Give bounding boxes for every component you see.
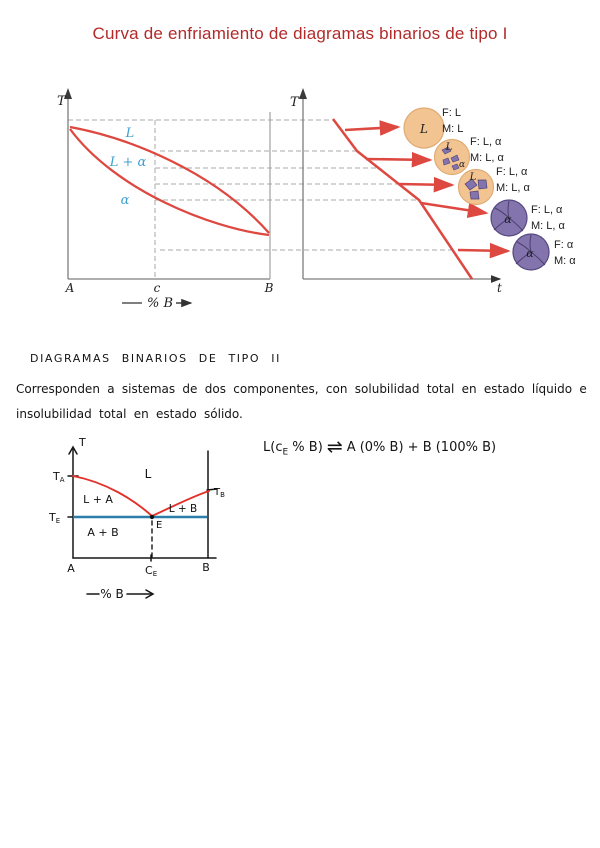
microstructure-stage-1: L F: L M: L (403, 107, 463, 149)
svg-text:M: L, α: M: L, α (470, 152, 505, 164)
svg-text:M: L: M: L (442, 123, 463, 135)
sketch-x-axis-arrow-icon (145, 589, 155, 599)
t-axis-label: T (57, 94, 67, 109)
printed-figure: T L L + α α A c B % B T t (57, 88, 576, 311)
sketch-region-liquid-b: L + B (169, 503, 198, 515)
sketch-x-axis-title: % B (100, 587, 123, 601)
cooling-curve-diagram: T t L F: L M: L (290, 88, 576, 295)
notes-body-line-2: insolubilidad total en estado sólido. (16, 407, 243, 421)
svg-text:F: L: F: L (442, 107, 461, 119)
svg-text:F: L, α: F: L, α (470, 136, 502, 148)
region-solid-label: α (121, 193, 130, 208)
sketch-region-liquid: L (145, 467, 152, 481)
sketch-eutectic-label: E (156, 520, 162, 531)
svg-text:α: α (504, 213, 512, 226)
solidus-curve (69, 128, 270, 237)
phase-diagram: T L L + α α A c B % B (57, 88, 274, 311)
sketch-t-axis-label: T (78, 436, 86, 449)
page-title: Curva de enfriamiento de diagramas binar… (92, 24, 508, 43)
sketch-liquidus-left (72, 475, 153, 517)
svg-text:L: L (445, 142, 453, 153)
notes-body-line-1: Corresponden a sistemas de dos component… (16, 382, 587, 396)
hand-drawn-eutectic-diagram: T TA TE TB L L + A L + B A + B E A CE B … (48, 436, 225, 601)
t-axis-arrow-icon (299, 88, 307, 99)
svg-text:M: α: M: α (554, 255, 576, 267)
equation-left: L(cE % B) (263, 440, 323, 458)
svg-text:α: α (459, 160, 465, 170)
sketch-ce-label: CE (145, 564, 157, 578)
svg-text:F: α: F: α (554, 239, 574, 251)
x-right-label: B (264, 281, 274, 295)
x-axis-title: % B (122, 296, 193, 311)
liquidus-curve (69, 125, 270, 234)
microstructure-stage-3: L F: L, α M: L, α (457, 166, 531, 206)
region-liquid-label: L (125, 126, 135, 141)
sketch-t-axis-arrow-icon (68, 445, 78, 455)
sketch-region-liquid-a: L + A (83, 493, 113, 506)
sketch-x-right: B (202, 561, 210, 574)
microstructure-stage-5: α F: α M: α (512, 233, 576, 271)
eutectic-point (149, 514, 155, 520)
microstructure-stage-4: α F: L, α M: L, α (490, 199, 566, 237)
notes-heading: DIAGRAMAS BINARIOS DE TIPO II (30, 352, 281, 365)
sketch-x-left: A (67, 562, 75, 575)
t-axis-label: T (290, 95, 300, 110)
region-two-phase-label: L + α (109, 155, 147, 170)
equation-right: A (0% B) + B (100% B) (346, 440, 497, 455)
stage-arrows (344, 120, 511, 259)
x-left-label: A (65, 281, 75, 295)
svg-text:M: L, α: M: L, α (531, 220, 566, 232)
svg-text:L: L (469, 172, 477, 183)
eutectic-reaction-equation: L(cE % B) ⇌ A (0% B) + B (100% B) (263, 436, 496, 458)
sketch-tb-label: TB (213, 487, 225, 499)
equilibrium-arrow-icon: ⇌ (326, 436, 343, 458)
microstructure-stage-2: L α F: L, α M: L, α (433, 136, 505, 176)
sketch-te-label: TE (48, 511, 60, 525)
svg-text:L: L (419, 122, 428, 136)
svg-text:% B: % B (147, 296, 173, 311)
tie-lines (68, 119, 456, 279)
svg-text:M: L, α: M: L, α (496, 182, 531, 194)
sketch-axes (67, 445, 218, 599)
svg-text:F: L, α: F: L, α (531, 204, 563, 216)
cooling-curve (332, 118, 474, 280)
svg-text:F: L, α: F: L, α (496, 166, 528, 178)
sketch-liquidus-right (151, 490, 210, 517)
sketch-ta-label: TA (52, 470, 65, 484)
svg-text:α: α (526, 247, 534, 260)
t-axis-arrow-icon (64, 88, 72, 99)
sketch-region-solid: A + B (87, 526, 118, 539)
x-mid-label: c (154, 281, 161, 295)
time-axis-label: t (497, 281, 502, 295)
